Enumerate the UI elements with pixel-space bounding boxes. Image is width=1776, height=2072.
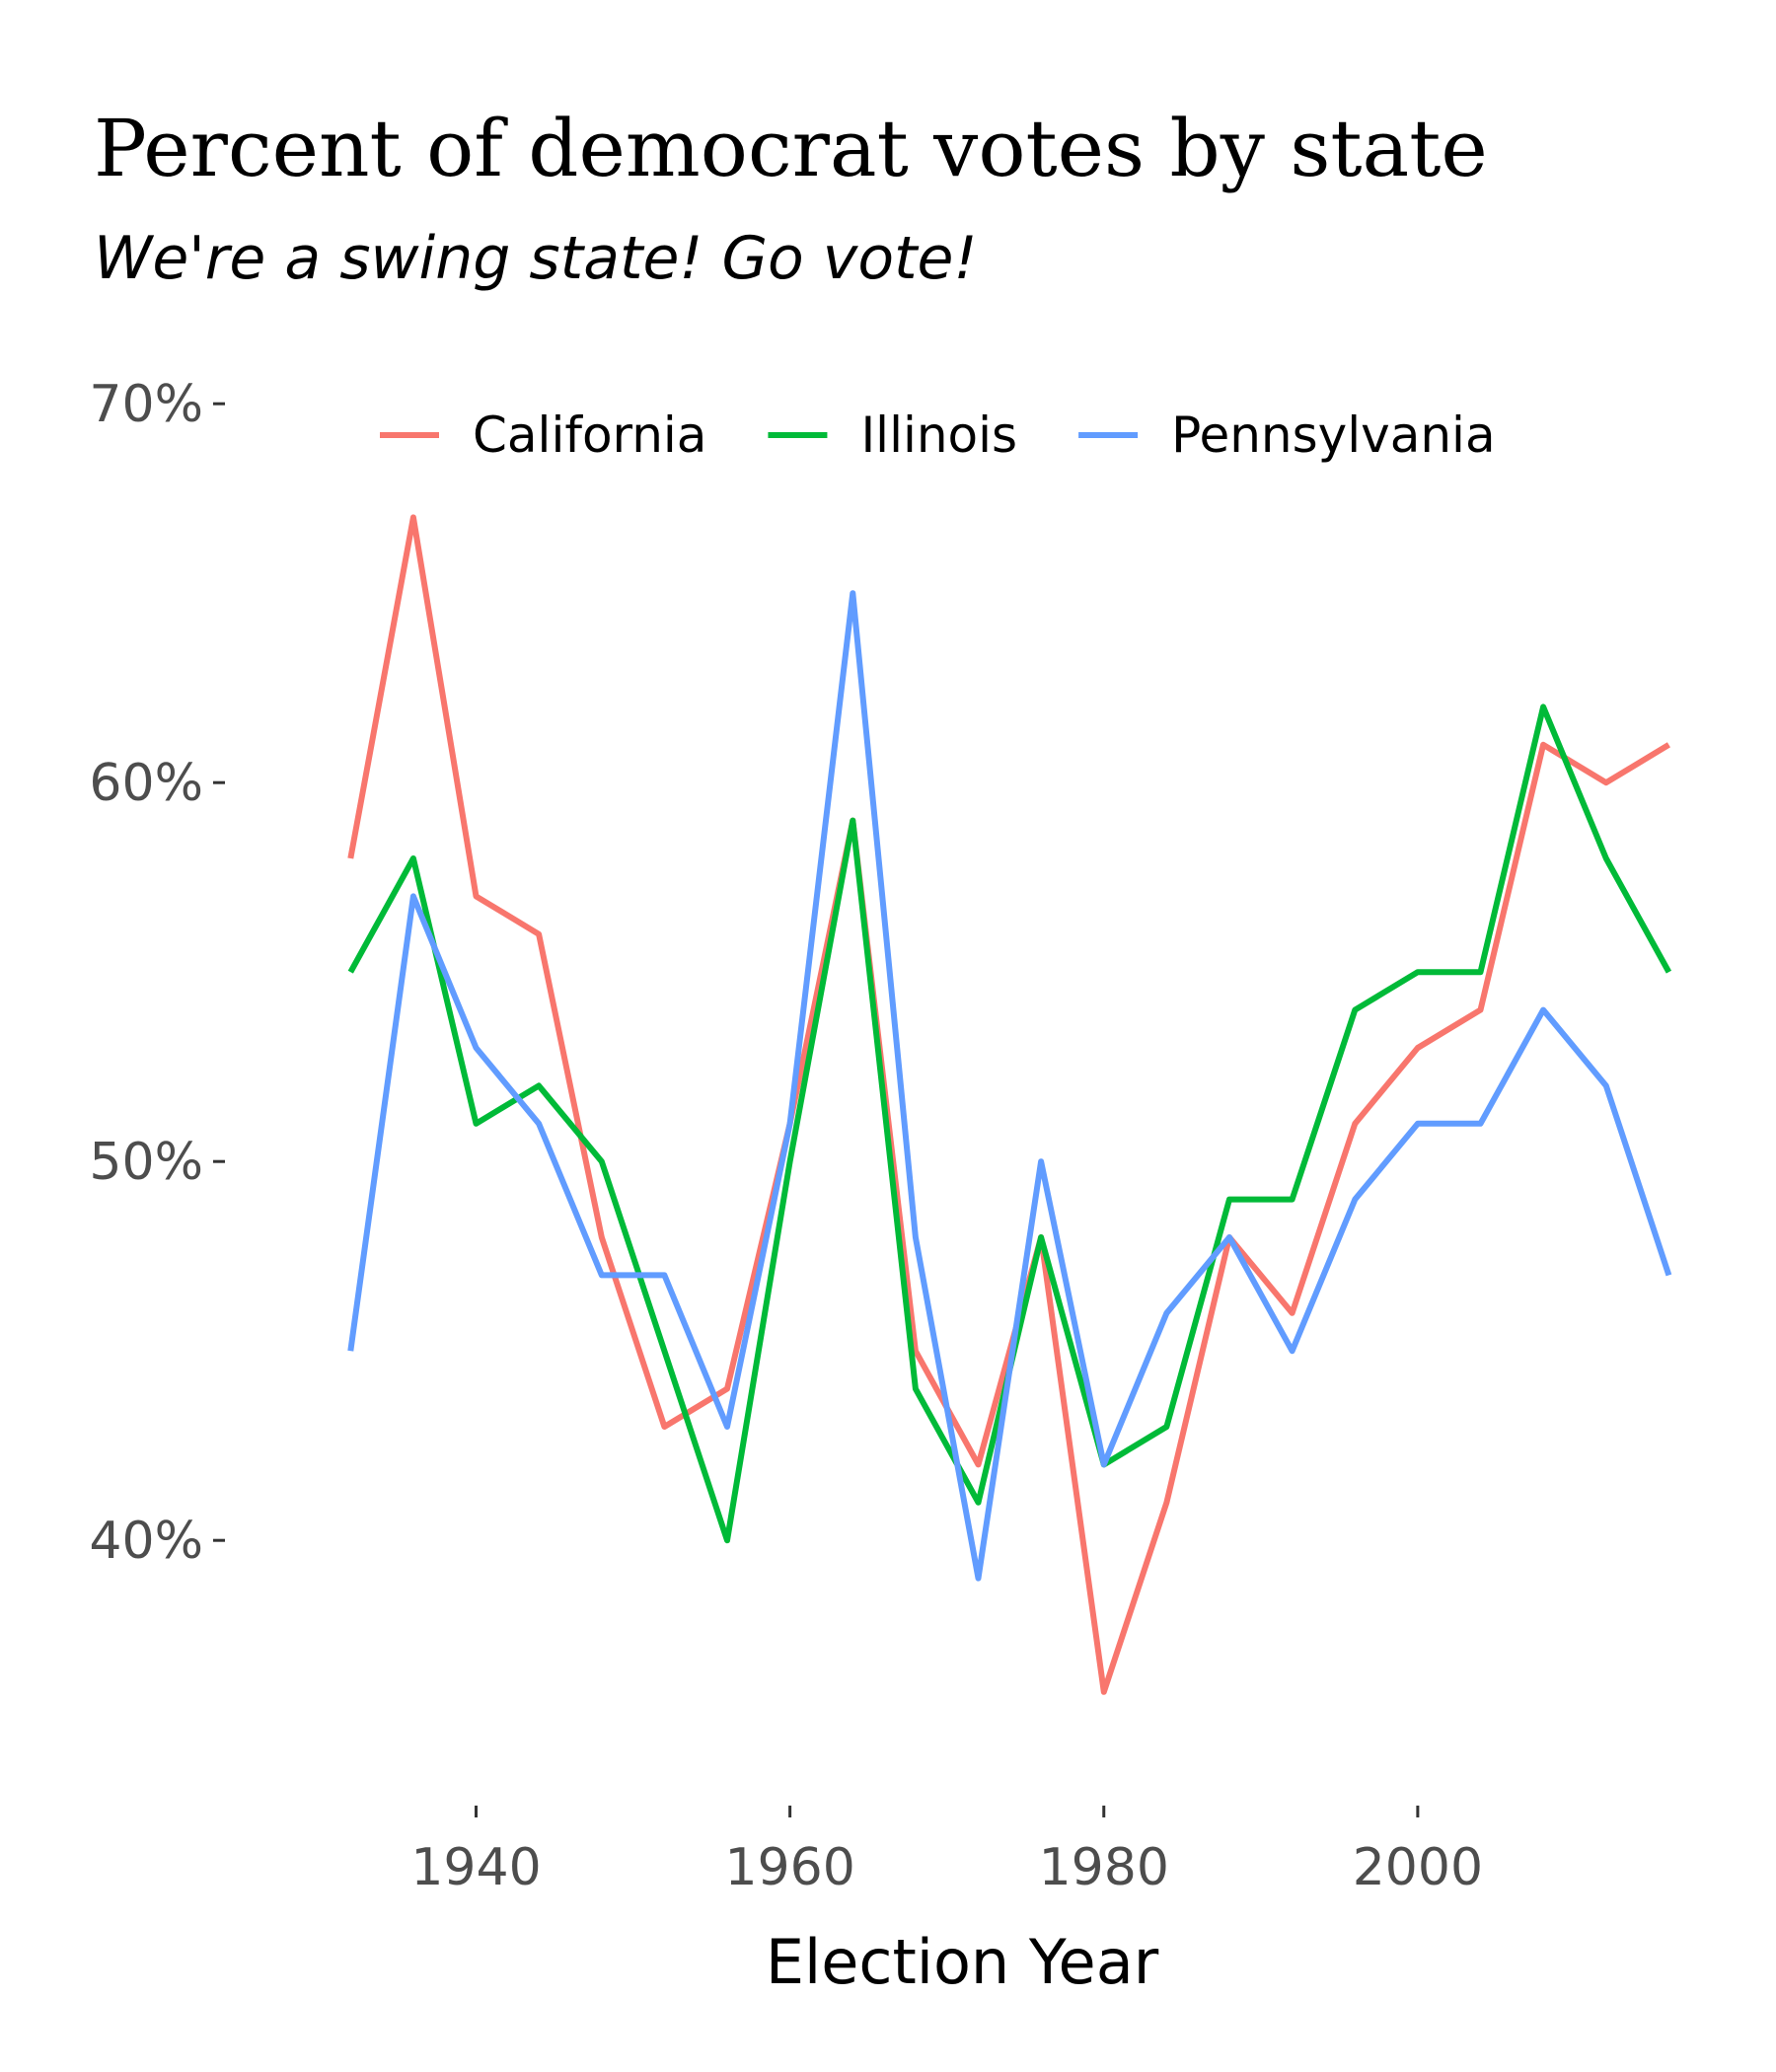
y-tick-label: 40% bbox=[89, 1512, 203, 1571]
legend-item-pennsylvania: Pennsylvania bbox=[1078, 407, 1496, 464]
series-layer bbox=[347, 514, 1672, 1695]
y-tick-label: 70% bbox=[89, 375, 203, 434]
legend-item-california: California bbox=[380, 407, 706, 464]
y-axis: 40% 50% 60% 70% bbox=[89, 375, 225, 1571]
chart-title: Percent of democrat votes by state bbox=[94, 103, 1488, 194]
legend: California Illinois Pennsylvania bbox=[380, 407, 1496, 464]
chart-subtitle: We're a swing state! Go vote! bbox=[94, 224, 978, 293]
x-tick-label: 1980 bbox=[1039, 1838, 1169, 1897]
legend-label-pennsylvania: Pennsylvania bbox=[1171, 407, 1496, 464]
x-axis: 1940 1960 1980 2000 bbox=[410, 1806, 1483, 1897]
legend-item-illinois: Illinois bbox=[768, 407, 1017, 464]
x-axis-title: Election Year bbox=[766, 1926, 1159, 1998]
series-line-pennsylvania bbox=[347, 590, 1672, 1582]
y-tick-label: 50% bbox=[89, 1133, 203, 1192]
x-tick-label: 1940 bbox=[410, 1838, 541, 1897]
series-line-california bbox=[347, 514, 1670, 1695]
x-tick-label: 2000 bbox=[1353, 1838, 1483, 1897]
legend-label-california: California bbox=[473, 407, 706, 464]
y-tick-label: 60% bbox=[89, 754, 203, 813]
legend-label-illinois: Illinois bbox=[860, 407, 1017, 464]
x-tick-label: 1960 bbox=[724, 1838, 854, 1897]
